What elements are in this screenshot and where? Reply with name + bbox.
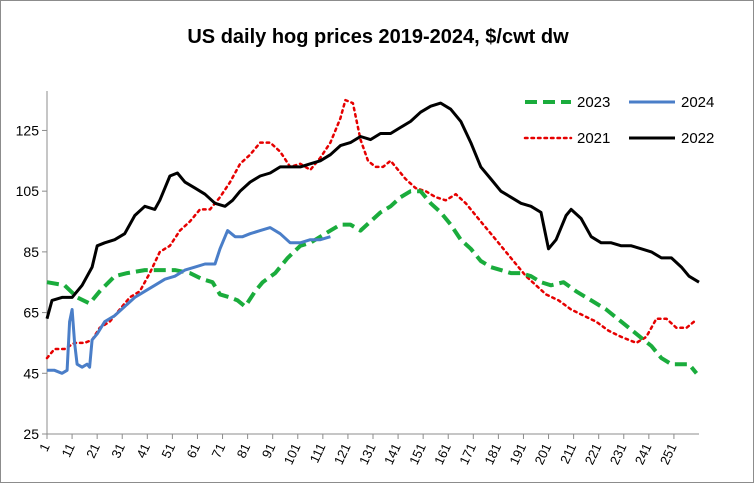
x-tick-label: 61 (183, 441, 203, 460)
x-tick-label: 211 (557, 441, 579, 466)
x-tick-label: 121 (331, 441, 354, 467)
x-tick-label: 91 (259, 441, 279, 460)
x-tick-label: 231 (607, 441, 630, 467)
series-line-2023 (46, 189, 699, 375)
legend-label-2023: 2023 (577, 94, 610, 111)
x-tick-label: 81 (234, 441, 254, 460)
y-tick-label: 85 (23, 244, 39, 260)
legend-label-2024: 2024 (681, 94, 714, 111)
x-tick-label: 241 (632, 441, 655, 467)
x-tick-label: 251 (657, 441, 680, 467)
legend: 2023 2024 2021 2022 (523, 94, 714, 147)
legend-label-2022: 2022 (681, 130, 714, 147)
x-tick-label: 1 (36, 441, 53, 454)
x-tick-label: 31 (108, 441, 128, 460)
x-tick-label: 171 (456, 441, 479, 467)
y-tick-label: 65 (23, 305, 39, 321)
x-tick-label: 71 (209, 441, 229, 460)
series-layer (45, 98, 700, 375)
x-tick-label: 221 (582, 441, 605, 467)
x-tick-label: 101 (281, 441, 304, 467)
x-tick-label: 151 (406, 441, 429, 467)
x-tick-label: 161 (431, 441, 454, 467)
y-tick-label: 25 (23, 426, 39, 442)
x-tick-label: 41 (133, 441, 153, 460)
x-tick-label: 11 (58, 441, 77, 460)
x-tick-label: 21 (83, 441, 103, 460)
y-tick-label: 45 (23, 365, 39, 381)
x-tick-label: 201 (531, 441, 554, 467)
x-tick-label: 141 (381, 441, 404, 467)
y-tick-label: 125 (16, 122, 40, 138)
series-line-2021 (45, 98, 696, 360)
y-tick-label: 105 (16, 183, 40, 199)
chart-title: US daily hog prices 2019-2024, $/cwt dw (187, 26, 569, 48)
series-line-2024 (47, 226, 331, 375)
x-tick-label: 191 (506, 441, 529, 467)
x-tick-label: 131 (356, 441, 379, 467)
series-line-2022 (45, 101, 700, 320)
x-tick-label: 111 (307, 441, 329, 465)
x-tick-label: 181 (481, 441, 504, 467)
legend-label-2021: 2021 (577, 130, 610, 147)
x-tick-label: 51 (158, 441, 178, 460)
